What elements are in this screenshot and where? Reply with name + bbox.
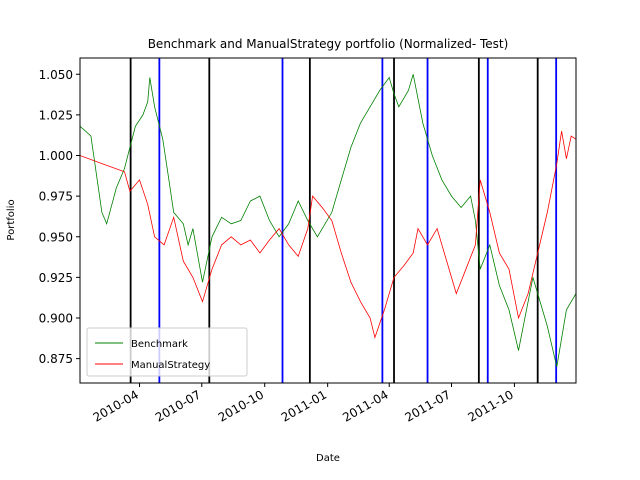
y-tick-label: 1.050 bbox=[39, 68, 73, 82]
y-tick-label: 1.000 bbox=[39, 149, 73, 163]
y-tick-label: 0.900 bbox=[39, 312, 73, 326]
legend: Benchmark ManualStrategy bbox=[86, 327, 248, 377]
series-lines bbox=[80, 74, 576, 367]
series-line-manualstrategy bbox=[80, 131, 576, 339]
legend-label-manualstrategy: ManualStrategy bbox=[131, 360, 210, 371]
chart-title: Benchmark and ManualStrategy portfolio (… bbox=[148, 37, 509, 51]
y-tick-label: 0.975 bbox=[39, 190, 73, 204]
y-tick-label: 1.025 bbox=[39, 108, 73, 122]
y-tick-label: 0.950 bbox=[39, 230, 73, 244]
signal-lines bbox=[129, 58, 558, 383]
y-axis-label: Portfolio bbox=[6, 199, 17, 240]
legend-box bbox=[86, 327, 248, 377]
y-tick-label: 0.925 bbox=[39, 271, 73, 285]
series-line-benchmark bbox=[80, 74, 576, 367]
y-tick-label: 0.875 bbox=[39, 352, 73, 366]
y-axis: 0.875 0.900 0.925 0.950 0.975 1.000 1.025 1.050 bbox=[39, 68, 80, 366]
legend-label-benchmark: Benchmark bbox=[131, 339, 188, 350]
x-axis-label: Date bbox=[316, 453, 340, 464]
plot-area bbox=[79, 57, 577, 384]
